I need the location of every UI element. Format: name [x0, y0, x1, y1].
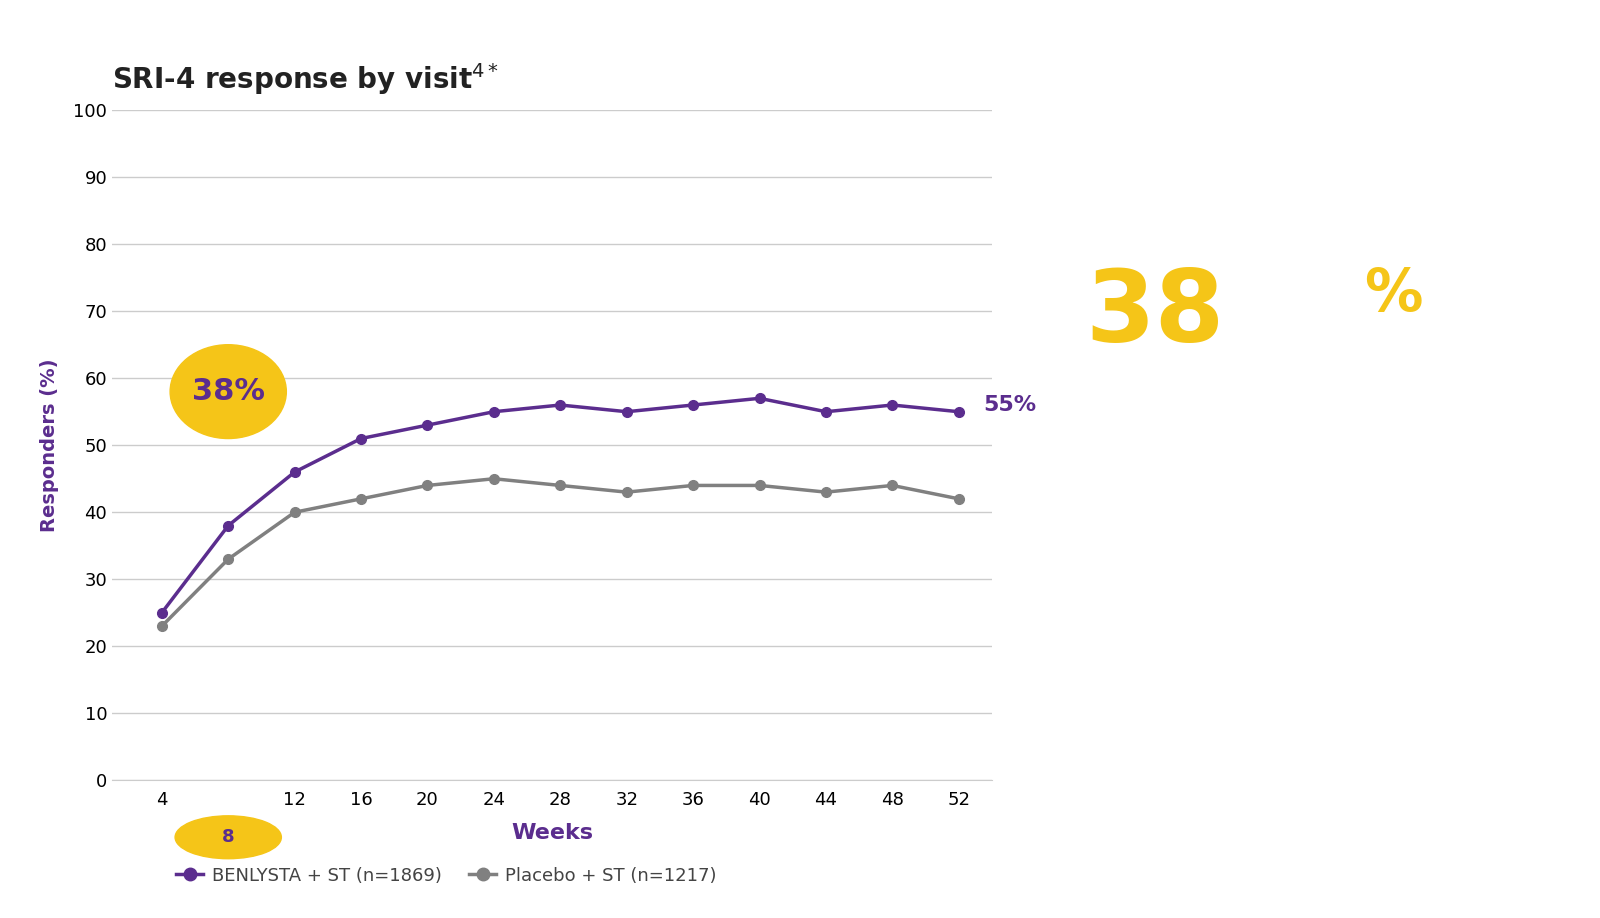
Y-axis label: Responders (%): Responders (%) [40, 359, 59, 532]
Text: 38%: 38% [192, 377, 264, 406]
Legend: BENLYSTA + ST (n=1869), Placebo + ST (n=1217): BENLYSTA + ST (n=1869), Placebo + ST (n=… [170, 859, 723, 892]
Text: 55%: 55% [984, 395, 1037, 415]
Ellipse shape [170, 344, 286, 439]
Text: 38: 38 [1085, 266, 1226, 363]
Text: reduced lupus: reduced lupus [1075, 504, 1275, 528]
Text: 4: 4 [1413, 682, 1424, 700]
Text: symptoms vs ST as: symptoms vs ST as [1075, 597, 1344, 621]
Circle shape [174, 816, 282, 858]
Text: SRI-4 response by visit$^{4*}$: SRI-4 response by visit$^{4*}$ [112, 62, 499, 97]
Text: early as Week 8: early as Week 8 [1075, 688, 1299, 713]
Text: of patients had: of patients had [1075, 411, 1290, 435]
Text: 8: 8 [222, 828, 235, 846]
X-axis label: Weeks: Weeks [510, 823, 594, 844]
Text: %: % [1365, 266, 1422, 323]
